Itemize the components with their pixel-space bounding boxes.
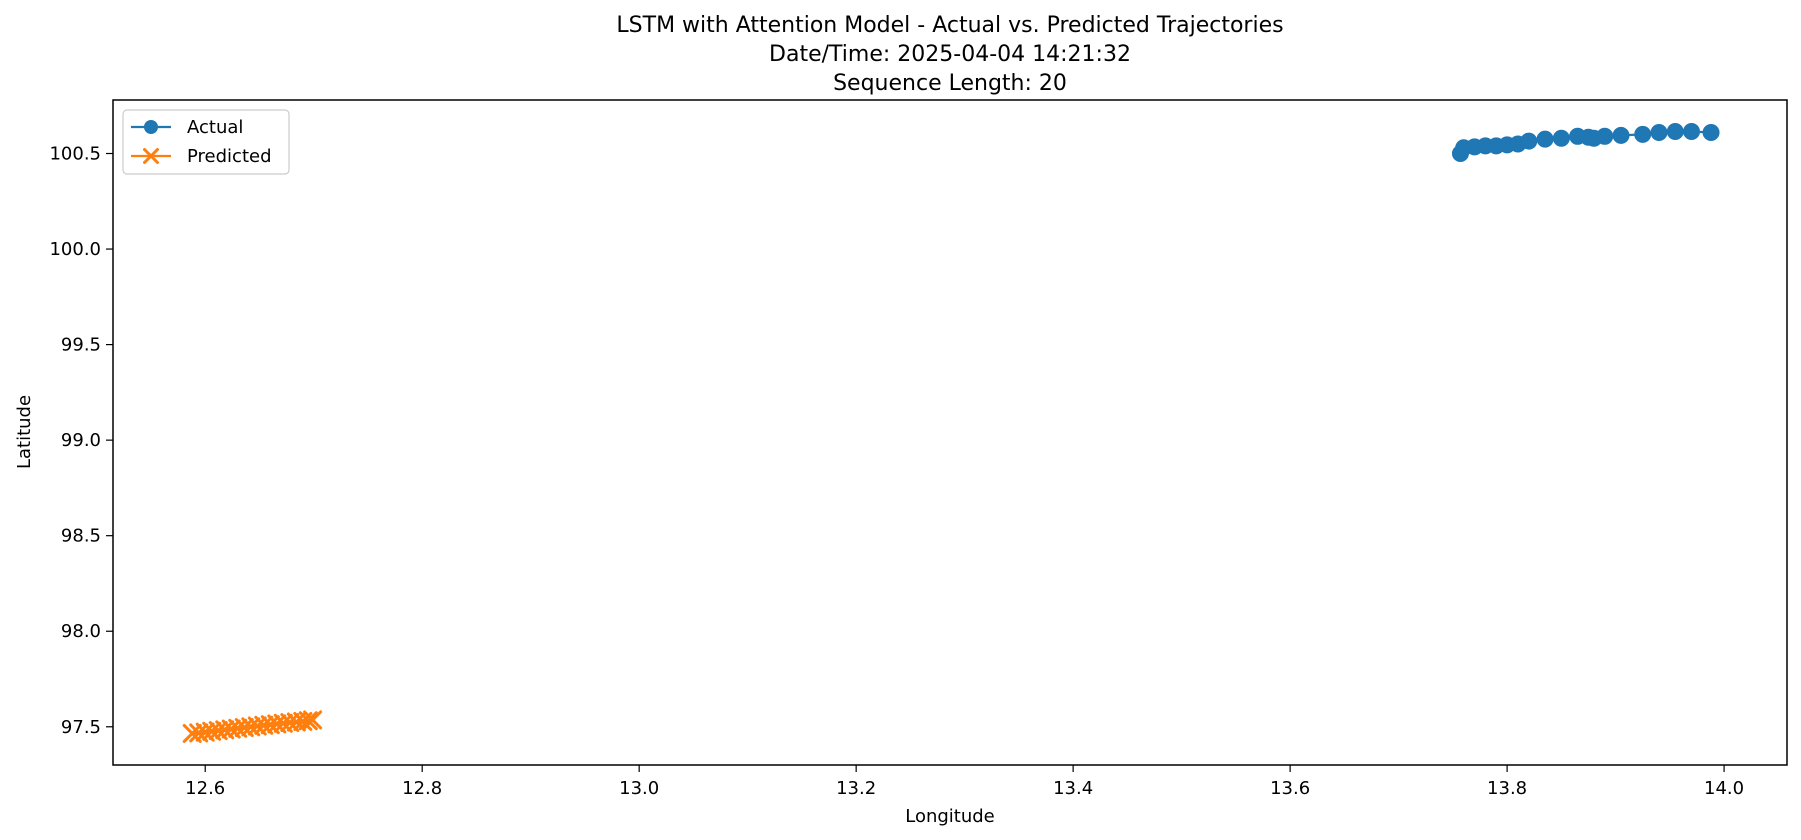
x-tick-label: 14.0 xyxy=(1704,778,1744,799)
x-axis-ticks: 12.6 12.8 13.0 13.2 13.4 13.6 13.8 14.0 xyxy=(185,765,1744,799)
y-tick-label: 100.0 xyxy=(49,239,101,260)
data-point-actual xyxy=(1612,126,1630,144)
data-point-actual xyxy=(1520,132,1538,150)
data-point-actual xyxy=(1666,123,1684,141)
x-tick-label: 13.4 xyxy=(1053,778,1093,799)
y-axis-label: Latitude xyxy=(14,395,35,469)
legend-label-predicted: Predicted xyxy=(187,146,272,167)
x-tick-label: 12.8 xyxy=(402,778,442,799)
legend-label-actual: Actual xyxy=(187,117,243,138)
data-point-actual xyxy=(1596,127,1614,145)
x-tick-label: 12.6 xyxy=(185,778,225,799)
legend-marker-predicted xyxy=(143,148,159,164)
chart-title: LSTM with Attention Model - Actual vs. P… xyxy=(616,13,1283,38)
y-tick-label: 99.0 xyxy=(61,430,101,451)
x-tick-label: 13.8 xyxy=(1487,778,1527,799)
data-point-predicted xyxy=(303,710,323,730)
series-actual xyxy=(1451,123,1720,163)
chart-subtitle-sequence: Sequence Length: 20 xyxy=(833,71,1067,96)
data-point-actual xyxy=(1650,123,1668,141)
y-tick-label: 99.5 xyxy=(61,335,101,356)
series-layer xyxy=(182,123,1720,743)
data-point-predicted xyxy=(298,711,318,731)
series-predicted xyxy=(182,710,323,743)
x-axis-label: Longitude xyxy=(905,806,995,827)
y-tick-label: 98.5 xyxy=(61,526,101,547)
legend: Actual Predicted xyxy=(122,109,290,175)
y-axis-ticks: 97.5 98.0 98.5 99.0 99.5 100.0 100.5 xyxy=(49,144,113,738)
y-tick-label: 100.5 xyxy=(49,144,101,165)
x-tick-label: 13.6 xyxy=(1270,778,1310,799)
data-point-actual xyxy=(1634,125,1652,143)
plot-area-frame xyxy=(112,99,1788,766)
data-point-actual xyxy=(1683,123,1701,141)
data-point-actual xyxy=(1536,130,1554,148)
data-point-actual xyxy=(1702,123,1720,141)
x-tick-label: 13.2 xyxy=(836,778,876,799)
y-tick-label: 98.0 xyxy=(61,621,101,642)
x-tick-label: 13.0 xyxy=(619,778,659,799)
chart-subtitle-datetime: Date/Time: 2025-04-04 14:21:32 xyxy=(769,42,1131,67)
y-tick-label: 97.5 xyxy=(61,717,101,738)
data-point-actual xyxy=(1552,129,1570,147)
legend-marker-actual xyxy=(144,120,158,134)
legend-entries: Actual Predicted xyxy=(131,117,272,167)
